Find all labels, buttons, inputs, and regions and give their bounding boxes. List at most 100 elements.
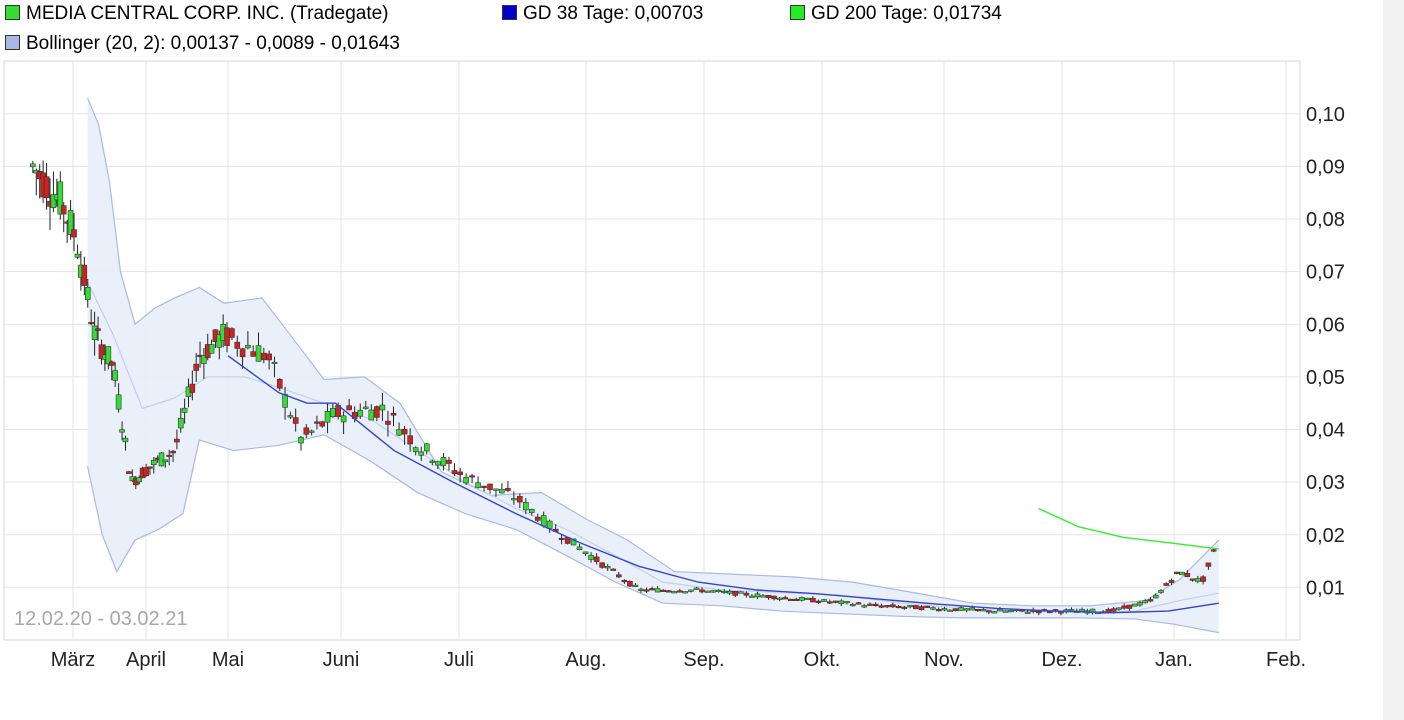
candle-body <box>1116 607 1122 610</box>
candle-body <box>239 348 246 358</box>
candle-body <box>330 408 336 417</box>
candle-body <box>704 590 711 593</box>
candle-body <box>50 194 57 208</box>
candle-body <box>895 605 902 609</box>
candle-body <box>1079 608 1085 612</box>
candle-body <box>523 502 529 511</box>
candle-body <box>760 595 766 598</box>
candle-body <box>1210 549 1217 552</box>
candle-body <box>721 590 727 594</box>
candle-body <box>726 590 733 594</box>
legend-swatch-ma200 <box>790 5 805 20</box>
candle-body <box>193 363 199 371</box>
candle-body <box>534 516 541 521</box>
candle-body <box>390 412 397 416</box>
candle-body <box>91 325 98 340</box>
period-label: 12.02.20 - 03.02.21 <box>14 608 188 630</box>
candle-body <box>423 443 430 452</box>
candle-body <box>174 438 180 443</box>
candle-body <box>1126 604 1133 609</box>
candle-body <box>481 485 487 488</box>
candle-body <box>1163 583 1170 586</box>
candle-body <box>528 509 535 513</box>
candle-body <box>412 447 419 453</box>
candle-body <box>1179 571 1185 576</box>
candle-body <box>166 454 173 457</box>
candle-body <box>357 410 364 417</box>
y-tick-label: 0,02 <box>1306 525 1345 547</box>
candle-body <box>935 609 942 612</box>
candle-body <box>1195 578 1201 582</box>
candle-body <box>765 595 772 599</box>
candle-body <box>838 600 845 604</box>
candle-body <box>396 429 402 436</box>
candle-body <box>861 605 868 608</box>
candle-body <box>303 427 310 435</box>
candle-body <box>627 580 633 587</box>
candle-body <box>136 477 143 483</box>
candle-body <box>177 417 184 429</box>
x-tick-label: Feb. <box>1266 649 1306 671</box>
x-tick-label: Mai <box>212 649 244 671</box>
candle-body <box>67 210 74 235</box>
candle-body <box>546 520 553 529</box>
candle-body <box>499 489 505 494</box>
candle-body <box>229 328 235 338</box>
candle-body <box>654 588 661 593</box>
legend-label-ma38: GD 38 Tage: 0,00703 <box>523 3 704 24</box>
candle-body <box>677 590 683 593</box>
candle-body <box>821 599 827 602</box>
candle-body <box>43 176 50 199</box>
candle-body <box>245 344 251 349</box>
candle-body <box>208 344 215 354</box>
candle-body <box>1205 562 1212 567</box>
candle-body <box>374 406 380 418</box>
candle-body <box>918 606 925 611</box>
legend-item-ma38: GD 38 Tage: 0,00703 <box>502 3 703 25</box>
candle-body <box>418 451 425 456</box>
legend-label-ma200: GD 200 Tage: 0,01734 <box>811 3 1002 24</box>
candle-body <box>1142 600 1149 604</box>
candle-body <box>754 593 761 598</box>
candle-body <box>282 394 288 408</box>
x-tick-label: Sep. <box>683 649 724 671</box>
y-tick-label: 0,01 <box>1306 577 1345 599</box>
candle-body <box>1008 610 1014 613</box>
candle-body <box>1152 594 1159 599</box>
candle-body <box>475 482 481 489</box>
candle-body <box>88 322 94 325</box>
candle-body <box>947 609 953 612</box>
candle-body <box>224 327 230 346</box>
candle-body <box>298 437 304 444</box>
candle-body <box>98 344 105 360</box>
candle-body <box>849 604 856 607</box>
candle-body <box>958 607 964 611</box>
candle-body <box>57 181 64 215</box>
x-tick-label: Dez. <box>1041 649 1082 671</box>
candle-body <box>930 607 936 610</box>
candle-body <box>671 591 678 594</box>
candle-body <box>1131 603 1138 607</box>
candle-body <box>872 603 879 606</box>
candle-body <box>941 608 948 611</box>
candle-body <box>451 470 458 475</box>
candle-body <box>980 609 987 612</box>
candle-body <box>867 603 873 606</box>
x-tick-label: Juni <box>323 649 360 671</box>
candle-body <box>517 496 523 503</box>
candle-body <box>616 574 622 578</box>
candle-body <box>743 592 750 596</box>
candle-body <box>147 466 153 469</box>
candle-body <box>793 598 800 601</box>
legend-item-main: MEDIA CENTRAL CORP. INC. (Tradegate) <box>5 3 389 25</box>
candle-body <box>1035 611 1042 614</box>
y-tick-label: 0,09 <box>1306 156 1345 178</box>
candle-body <box>599 562 605 568</box>
candle-body <box>81 264 88 286</box>
plot-area <box>3 60 1301 641</box>
candle-body <box>974 609 981 612</box>
candle-body <box>969 607 976 611</box>
candle-body <box>271 361 278 365</box>
candle-body <box>446 459 452 464</box>
candle-body <box>604 566 611 569</box>
